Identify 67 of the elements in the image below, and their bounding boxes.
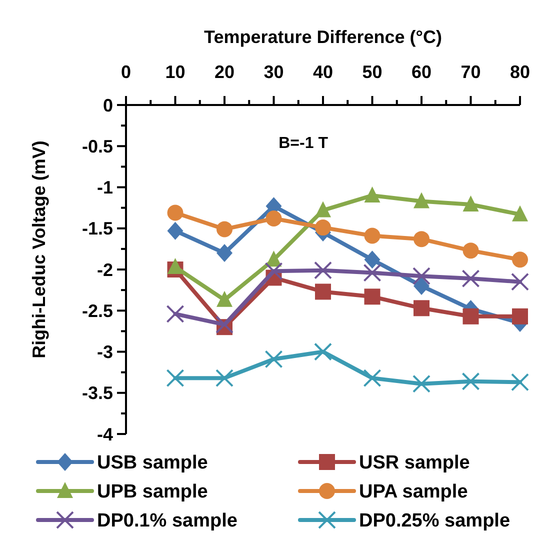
annotation: B=-1 T [278, 134, 328, 152]
point [216, 244, 232, 262]
point [511, 272, 529, 291]
x-tick-label: 60 [411, 62, 432, 82]
point [264, 262, 283, 280]
point [216, 290, 232, 307]
point [216, 316, 234, 334]
point [315, 284, 331, 300]
x-tick-label: 70 [460, 62, 481, 82]
point [414, 192, 430, 208]
legend-label: UPB sample [97, 482, 208, 503]
point [363, 369, 382, 388]
point [462, 270, 480, 288]
point [412, 374, 430, 393]
point [216, 221, 232, 238]
y-tick-label: 0 [102, 95, 113, 116]
legend-label: UPA sample [359, 482, 468, 503]
point [314, 342, 332, 361]
legend-label: USR sample [359, 452, 470, 474]
point [512, 205, 528, 222]
point [167, 204, 184, 221]
y-tick-label: -4 [96, 424, 113, 444]
point [414, 276, 430, 295]
x-tick-label: 50 [362, 62, 382, 82]
point [364, 250, 380, 269]
point [315, 201, 331, 218]
y-tick-label: -2.5 [82, 300, 113, 321]
point [167, 258, 184, 274]
point [414, 231, 430, 248]
point [364, 186, 380, 202]
point [364, 288, 380, 305]
point [364, 228, 380, 244]
legend-label: DP0.1% sample [97, 510, 238, 532]
point [363, 264, 382, 282]
legend-label: USB sample [97, 452, 208, 474]
point [264, 350, 283, 368]
x-tick-label: 20 [214, 62, 235, 82]
x-tick-label: 10 [165, 62, 186, 82]
point [412, 267, 430, 286]
point [512, 252, 528, 268]
x-tick-label: 40 [312, 62, 334, 82]
legend-label: DP0.25% sample [359, 510, 510, 532]
point [462, 372, 480, 390]
point [166, 369, 184, 388]
point [462, 308, 479, 324]
point [167, 222, 184, 240]
x-tick-label: 0 [120, 62, 132, 82]
y-tick-label: -3 [96, 342, 113, 362]
point [315, 220, 331, 236]
point [266, 210, 282, 227]
x-tick-label: 80 [510, 62, 530, 82]
point [216, 369, 234, 388]
point [462, 242, 479, 259]
y-tick-label: -1.5 [82, 218, 113, 239]
point [512, 308, 528, 324]
y-tick-label: -3.5 [82, 383, 113, 404]
point [166, 304, 184, 323]
x-axis-title: Temperature Difference (°C) [204, 27, 442, 47]
y-axis-title: Righi-Leduc Voltage (mV) [29, 140, 49, 358]
x-tick-label: 30 [264, 62, 284, 82]
y-tick-label: -2 [96, 260, 113, 280]
y-tick-label: -1 [96, 178, 113, 198]
point [314, 261, 332, 280]
point [511, 373, 529, 392]
point [414, 300, 430, 316]
point [462, 196, 479, 212]
y-tick-label: -0.5 [82, 136, 113, 156]
